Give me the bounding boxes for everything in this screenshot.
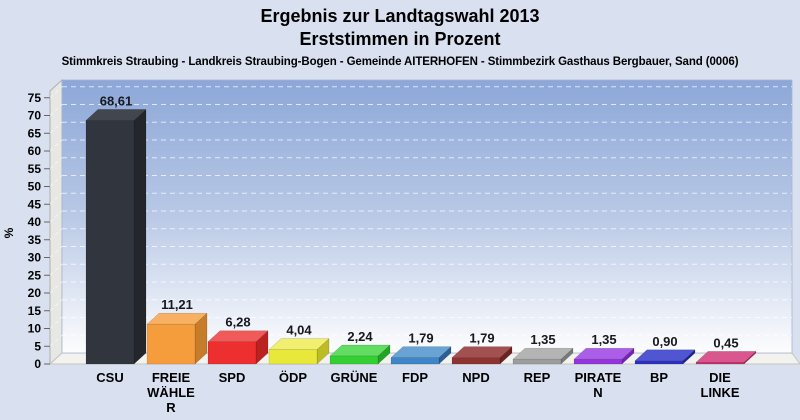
category-label-freie-wahler-line: R [166, 400, 176, 415]
gridline-wall-segment [49, 86, 63, 99]
y-tick-label: 5 [34, 339, 41, 353]
y-tick-label: 60 [28, 144, 42, 158]
value-label-rep: 1,35 [530, 332, 555, 347]
gridline-wall-segment [49, 263, 63, 276]
category-label-fdp-line: FDP [402, 370, 428, 385]
category-label-piraten: PIRATE N [575, 370, 622, 400]
category-label-rep: REP [524, 370, 551, 385]
category-label-freie-wahler-line: FREIE [152, 370, 191, 385]
value-label-spd: 6,28 [225, 315, 250, 330]
gridline-wall-segment [49, 175, 63, 187]
y-tick-label: 30 [28, 251, 42, 265]
category-label-csu-line: CSU [96, 370, 123, 385]
value-label-odp: 4,04 [286, 323, 312, 338]
value-label-npd: 1,79 [469, 331, 494, 346]
category-label-odp: ÖDP [279, 370, 308, 385]
category-label-bp: BP [650, 370, 668, 385]
value-label-fdp: 1,79 [408, 331, 433, 346]
gridline-wall-segment [49, 157, 63, 170]
y-tick-label: 25 [28, 268, 42, 282]
back-wall [61, 79, 793, 354]
bar-grune-front [329, 355, 379, 365]
gridline-wall-segment [49, 192, 63, 205]
bar-fdp-front [390, 357, 440, 365]
category-label-odp-line: ÖDP [279, 370, 308, 385]
y-tick-label: 50 [28, 180, 42, 194]
gridline-wall-segment [49, 281, 63, 294]
gridline-wall-segment [49, 246, 63, 258]
category-label-die-linke-line: LINKE [701, 385, 740, 400]
bar-odp-front [268, 349, 318, 365]
bar-npd-front [451, 357, 501, 365]
bar-piraten-front [573, 358, 623, 365]
gridline-wall-segment [49, 139, 63, 152]
category-label-csu: CSU [96, 370, 123, 385]
y-tick-label: 35 [28, 233, 42, 247]
y-tick-label: 0 [34, 357, 41, 371]
chart-caption: Stimmkreis Straubing - Landkreis Straubi… [61, 56, 739, 68]
gridline-wall-segment [49, 317, 63, 329]
category-label-piraten-line: N [593, 385, 602, 400]
category-label-freie-wahler: FREIE WÄHLE R [147, 370, 195, 415]
bar-csu-side [133, 108, 147, 365]
gridline-wall-segment [49, 228, 63, 241]
chart-header: Ergebnis zur Landtagswahl 2013 Erststimm… [0, 5, 800, 51]
gridline-wall-segment [49, 334, 63, 347]
category-label-npd-line: NPD [462, 370, 489, 385]
category-label-piraten-line: PIRATE [575, 370, 622, 385]
category-label-spd: SPD [219, 370, 246, 385]
category-label-npd: NPD [462, 370, 489, 385]
y-tick-label: 45 [28, 197, 42, 211]
chart-title: Ergebnis zur Landtagswahl 2013 [260, 6, 540, 26]
category-label-bp-line: BP [650, 370, 668, 385]
bar-csu-front [85, 120, 135, 365]
gridline-wall-segment [49, 121, 63, 134]
category-label-die-linke-line: DIE [709, 370, 731, 385]
category-label-grune-line: GRÜNE [331, 370, 378, 385]
y-tick-label: 55 [28, 162, 42, 176]
gridline-wall-segment [49, 299, 63, 312]
category-label-spd-line: SPD [219, 370, 246, 385]
category-label-die-linke: DIE LINKE [701, 370, 740, 400]
y-tick-label: 10 [28, 322, 42, 336]
y-tick-label: 20 [28, 286, 42, 300]
chart-subtitle: Erststimmen in Prozent [299, 29, 501, 49]
bar-die-linke-front [695, 362, 745, 365]
y-tick-label: 40 [28, 215, 42, 229]
value-label-piraten: 1,35 [591, 332, 616, 347]
value-label-csu: 68,61 [100, 93, 133, 108]
y-axis-title: % [2, 227, 16, 238]
bar-freie-wahler-front [146, 323, 196, 365]
value-label-freie-wahler: 11,21 [161, 297, 193, 312]
category-label-grune: GRÜNE [331, 370, 378, 385]
value-label-grune: 2,24 [347, 329, 373, 344]
bar-rep-front [512, 358, 562, 365]
left-wall [49, 78, 63, 366]
bar-bp-front [634, 360, 684, 365]
y-tick-label: 70 [28, 109, 42, 123]
gridline-wall-segment [49, 104, 63, 116]
value-label-die-linke: 0,45 [713, 335, 738, 350]
value-label-bp: 0,90 [652, 334, 677, 349]
category-label-fdp: FDP [402, 370, 428, 385]
category-label-rep-line: REP [524, 370, 551, 385]
gridline-wall-segment [49, 210, 63, 223]
y-tick-label: 75 [28, 91, 42, 105]
bar-spd-front [207, 341, 257, 365]
category-label-freie-wahler-line: WÄHLE [147, 385, 195, 400]
y-tick-label: 15 [28, 304, 42, 318]
y-tick-label: 65 [28, 126, 42, 140]
